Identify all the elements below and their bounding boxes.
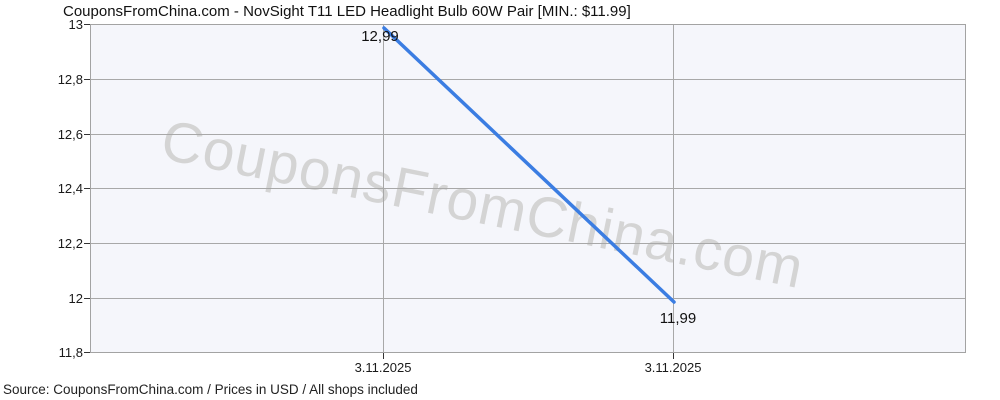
plot-area: CouponsFromChina.com: [90, 24, 966, 353]
price-line-series: [382, 26, 676, 304]
gridline: [91, 298, 965, 299]
x-tick-label: 3.11.2025: [354, 360, 412, 375]
y-tick-mark: [84, 134, 91, 135]
price-line: [382, 26, 676, 304]
y-tick-label: 12,4: [57, 181, 83, 196]
y-tick-mark: [84, 243, 91, 244]
y-tick-label: 12,2: [57, 236, 83, 251]
gridline: [91, 243, 965, 244]
y-tick-label: 11,8: [58, 345, 83, 360]
y-tick-label: 12,6: [57, 127, 83, 142]
y-tick-mark: [84, 352, 91, 353]
gridline: [91, 79, 965, 80]
y-tick-label: 12: [68, 291, 83, 306]
gridline: [91, 188, 965, 189]
y-tick-mark: [84, 298, 91, 299]
chart-title: CouponsFromChina.com - NovSight T11 LED …: [63, 3, 631, 20]
point-label-first: 12,99: [361, 28, 399, 45]
y-tick-mark: [84, 79, 91, 80]
gridline: [383, 25, 384, 352]
y-tick-mark: [84, 188, 91, 189]
point-label-last: 11,99: [659, 310, 697, 327]
x-tick-label: 3.11.2025: [644, 360, 702, 375]
y-tick-label: 13: [68, 17, 83, 32]
x-tick-mark: [673, 353, 674, 359]
y-tick-label: 12,8: [57, 72, 83, 87]
gridline: [91, 134, 965, 135]
source-note: Source: CouponsFromChina.com / Prices in…: [3, 382, 418, 397]
y-tick-mark: [84, 24, 91, 25]
gridline: [673, 25, 674, 352]
x-tick-mark: [383, 353, 384, 359]
